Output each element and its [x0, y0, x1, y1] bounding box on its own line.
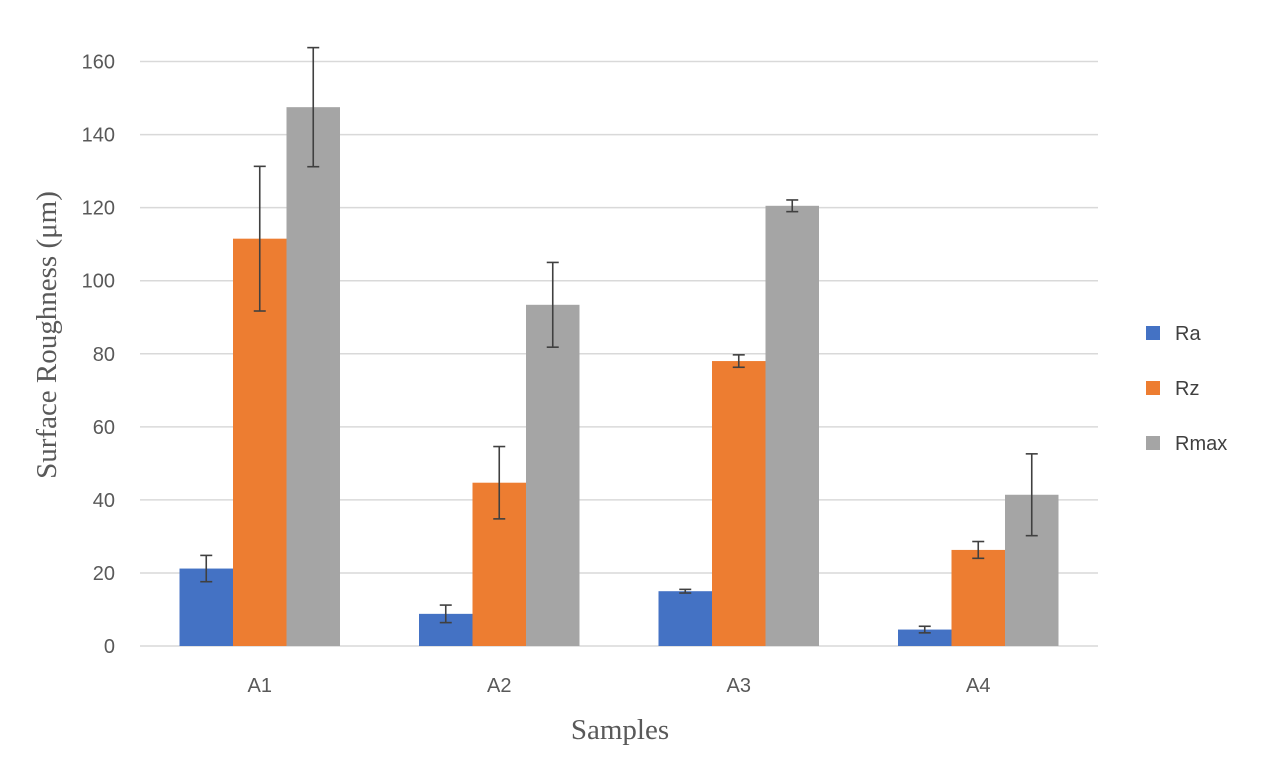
- legend: Ra Rz Rmax: [1146, 323, 1227, 455]
- legend-label: Rmax: [1175, 433, 1227, 455]
- bar-rmax-a2: [526, 304, 580, 646]
- y-tick-label: 140: [82, 125, 115, 147]
- error-bar-ra-a3: [679, 588, 692, 594]
- legend-label: Ra: [1175, 323, 1201, 345]
- legend-label: Rz: [1175, 378, 1199, 400]
- legend-swatch: [1146, 326, 1160, 340]
- error-bar-rmax-a4: [1025, 453, 1038, 537]
- y-tick-label: 60: [93, 417, 115, 439]
- x-axis-ticks: A1 A2 A3 A4: [248, 675, 991, 697]
- error-bar-ra-a2: [439, 604, 452, 624]
- x-tick-label: A2: [487, 675, 511, 697]
- error-bar-ra-a4: [918, 625, 931, 634]
- bar-ra-a4: [898, 629, 952, 646]
- y-tick-label: 160: [82, 52, 115, 74]
- y-axis-title: Surface Roughness (μm): [31, 191, 63, 479]
- bar-ra-a3: [658, 591, 712, 646]
- error-bar-rz-a3: [732, 354, 745, 369]
- legend-item-ra: Ra: [1146, 323, 1201, 345]
- x-tick-label: A4: [966, 675, 990, 697]
- bars: [179, 107, 1059, 646]
- error-bar-rmax-a2: [546, 261, 559, 348]
- legend-item-rz: Rz: [1146, 378, 1199, 400]
- error-bar-rmax-a3: [786, 199, 799, 213]
- legend-swatch: [1146, 381, 1160, 395]
- x-tick-label: A3: [727, 675, 751, 697]
- error-bar-rz-a1: [253, 165, 266, 312]
- bar-rmax-a3: [765, 205, 819, 646]
- error-bar-rmax-a1: [307, 46, 320, 168]
- error-bar-ra-a1: [200, 554, 213, 583]
- error-bar-rz-a2: [493, 445, 506, 520]
- error-bars: [200, 46, 1038, 634]
- x-axis-title: Samples: [571, 714, 669, 746]
- y-tick-label: 40: [93, 490, 115, 512]
- bar-rz-a4: [951, 549, 1005, 646]
- legend-swatch: [1146, 436, 1160, 450]
- y-tick-label: 100: [82, 271, 115, 293]
- y-tick-label: 20: [93, 563, 115, 585]
- bar-rz-a3: [712, 361, 766, 646]
- x-tick-label: A1: [248, 675, 272, 697]
- bar-rmax-a1: [286, 107, 340, 646]
- y-tick-label: 120: [82, 198, 115, 220]
- legend-item-rmax: Rmax: [1146, 433, 1227, 455]
- y-tick-label: 0: [104, 636, 115, 658]
- error-bar-rz-a4: [972, 540, 985, 560]
- y-axis-ticks: 0 20 40 60 80 100 120 140 160: [82, 52, 115, 659]
- y-tick-label: 80: [93, 344, 115, 366]
